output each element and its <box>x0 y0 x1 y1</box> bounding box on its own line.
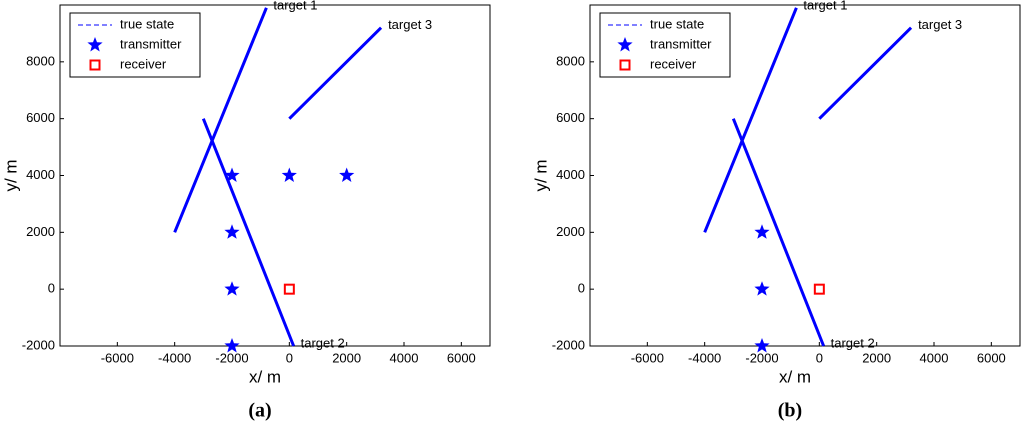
trajectory <box>703 7 913 347</box>
x-tick-label: 0 <box>816 350 823 365</box>
y-tick-label: 4000 <box>26 167 55 182</box>
target-label: target 3 <box>388 17 432 32</box>
legend-label: true state <box>120 16 174 31</box>
transmitter-marker <box>224 338 240 353</box>
y-tick-label: 2000 <box>26 224 55 239</box>
transmitter-marker <box>281 167 297 182</box>
x-tick-label: -2000 <box>745 350 778 365</box>
receiver-marker <box>283 283 295 295</box>
transmitter-marker <box>754 338 770 353</box>
y-tick-label: 8000 <box>26 53 55 68</box>
legend-label: receiver <box>120 56 167 71</box>
y-axis-label: y/ m <box>1 159 20 191</box>
y-tick-label: -2000 <box>552 337 585 352</box>
x-tick-label: 0 <box>286 350 293 365</box>
x-tick-label: -4000 <box>688 350 721 365</box>
y-tick-label: 2000 <box>556 224 585 239</box>
x-axis-label: x/ m <box>779 367 811 386</box>
x-tick-label: -6000 <box>101 350 134 365</box>
x-tick-label: -2000 <box>215 350 248 365</box>
x-tick-label: 6000 <box>447 350 476 365</box>
caption: (a) <box>248 400 271 422</box>
x-tick-label: -4000 <box>158 350 191 365</box>
x-axis-label: x/ m <box>249 367 281 386</box>
y-tick-label: 6000 <box>26 110 55 125</box>
x-tick-label: 4000 <box>390 350 419 365</box>
transmitter-marker <box>754 281 770 296</box>
legend-square <box>89 59 101 71</box>
target-label: target 3 <box>918 17 962 32</box>
target-label: target 2 <box>301 335 345 350</box>
x-tick-label: -6000 <box>631 350 664 365</box>
x-tick-label: 2000 <box>862 350 891 365</box>
x-tick-label: 2000 <box>332 350 361 365</box>
y-tick-label: 8000 <box>556 53 585 68</box>
transmitter-marker <box>224 167 240 182</box>
y-axis-label: y/ m <box>531 159 550 191</box>
legend-label: transmitter <box>650 36 712 51</box>
legend-label: receiver <box>650 56 697 71</box>
transmitter-marker <box>339 167 355 182</box>
legend-star <box>617 37 633 52</box>
caption: (b) <box>778 400 802 422</box>
receiver-marker <box>813 283 825 295</box>
y-tick-label: 4000 <box>556 167 585 182</box>
legend-label: true state <box>650 16 704 31</box>
x-tick-label: 4000 <box>920 350 949 365</box>
y-tick-label: 0 <box>578 281 585 296</box>
transmitter-marker <box>224 224 240 239</box>
y-tick-label: 0 <box>48 281 55 296</box>
x-tick-label: 6000 <box>977 350 1006 365</box>
chart-panel: -6000 -4000 -2000 0 2000 4000 6000 -2000 0 2000 40… <box>531 0 1021 422</box>
y-tick-label: -2000 <box>22 337 55 352</box>
y-tick-label: 6000 <box>556 110 585 125</box>
legend-label: transmitter <box>120 36 182 51</box>
legend-square <box>619 59 631 71</box>
transmitter-marker <box>224 281 240 296</box>
target-label: target 2 <box>831 335 875 350</box>
legend-star <box>87 37 103 52</box>
target-label: target 1 <box>803 0 847 12</box>
trajectory <box>173 7 383 347</box>
transmitter-marker <box>754 224 770 239</box>
target-label: target 1 <box>273 0 317 12</box>
chart-panel: -6000 -4000 -2000 0 2000 4000 6000 -2000 0 2000 40… <box>1 0 491 422</box>
